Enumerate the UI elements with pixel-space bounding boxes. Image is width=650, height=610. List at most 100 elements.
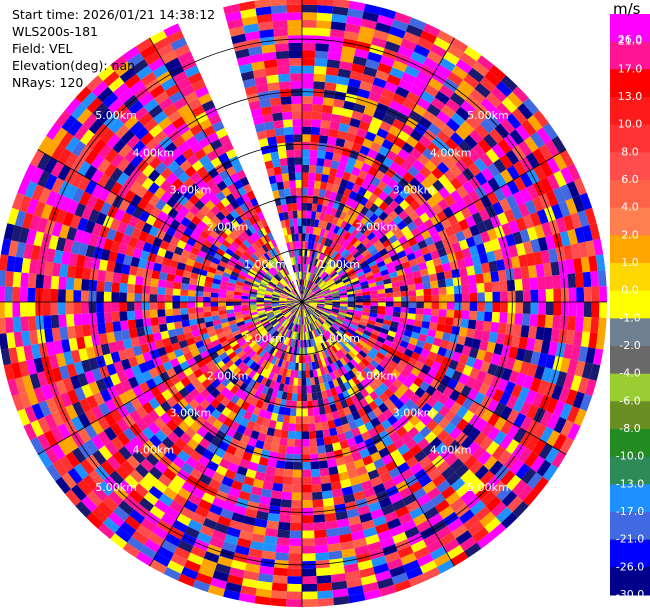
velocity-cell — [334, 209, 343, 219]
velocity-cell — [503, 257, 513, 270]
velocity-cell — [211, 529, 227, 542]
velocity-cell — [310, 273, 315, 282]
velocity-cell — [225, 347, 235, 356]
velocity-cell — [167, 329, 177, 338]
velocity-cell — [271, 303, 280, 306]
velocity-cell — [224, 534, 239, 546]
velocity-cell — [359, 336, 368, 344]
velocity-cell — [381, 369, 391, 379]
velocity-cell — [144, 538, 161, 553]
velocity-cell — [293, 316, 298, 324]
velocity-cell — [283, 468, 294, 478]
velocity-cell — [340, 399, 349, 409]
velocity-cell — [278, 406, 286, 415]
velocity-cell — [302, 538, 315, 547]
velocity-cell — [406, 318, 415, 326]
velocity-cell — [447, 71, 464, 87]
velocity-cell — [86, 512, 103, 529]
velocity-cell — [317, 590, 334, 599]
velocity-cell — [315, 277, 322, 285]
velocity-cell — [370, 294, 379, 299]
velocity-cell — [415, 398, 427, 410]
velocity-cell — [483, 133, 498, 149]
velocity-cell — [271, 364, 278, 374]
velocity-cell — [383, 278, 392, 285]
velocity-cell — [240, 329, 250, 337]
velocity-cell — [190, 348, 201, 358]
velocity-cell — [296, 393, 302, 402]
velocity-cell — [353, 193, 363, 203]
velocity-cell — [339, 297, 348, 300]
velocity-cell — [239, 458, 251, 469]
velocity-cell — [85, 346, 96, 360]
velocity-cell — [373, 355, 383, 365]
velocity-cell — [592, 238, 604, 256]
velocity-cell — [287, 384, 294, 393]
velocity-cell — [365, 98, 379, 110]
velocity-cell — [342, 355, 350, 364]
velocity-cell — [228, 351, 237, 360]
velocity-cell — [423, 288, 432, 296]
velocity-cell — [568, 287, 577, 302]
velocity-cell — [506, 474, 522, 491]
velocity-cell — [333, 361, 341, 370]
velocity-cell — [304, 309, 308, 317]
velocity-cell — [565, 198, 578, 215]
velocity-cell — [98, 445, 113, 461]
velocity-cell — [481, 262, 491, 274]
velocity-cell — [149, 309, 158, 318]
velocity-cell — [522, 290, 531, 302]
velocity-cell — [291, 323, 295, 331]
velocity-cell — [349, 323, 358, 330]
velocity-cell — [104, 321, 114, 333]
velocity-cell — [485, 92, 502, 108]
velocity-cell — [321, 205, 328, 214]
velocity-cell — [393, 154, 406, 167]
velocity-cell — [418, 135, 432, 148]
velocity-cell — [450, 458, 464, 472]
velocity-cell — [504, 209, 516, 223]
velocity-cell — [340, 365, 348, 375]
velocity-cell — [193, 335, 203, 343]
velocity-cell — [375, 280, 384, 287]
velocity-cell — [229, 340, 239, 348]
velocity-cell — [347, 296, 356, 300]
velocity-cell — [288, 305, 296, 309]
velocity-cell — [279, 326, 286, 334]
velocity-cell — [429, 436, 443, 450]
velocity-cell — [240, 585, 257, 596]
velocity-cell — [430, 308, 440, 317]
velocity-cell — [304, 316, 307, 325]
velocity-cell — [220, 317, 229, 324]
velocity-cell — [394, 350, 404, 360]
velocity-cell — [311, 283, 317, 291]
velocity-cell — [281, 491, 292, 500]
velocity-cell — [319, 281, 326, 288]
velocity-cell — [576, 287, 585, 302]
velocity-cell — [309, 226, 314, 235]
velocity-cell — [387, 414, 398, 426]
velocity-cell — [415, 255, 426, 265]
velocity-cell — [316, 293, 324, 298]
velocity-cell — [206, 360, 216, 370]
velocity-cell — [505, 323, 515, 336]
velocity-cell — [307, 315, 312, 324]
velocity-cell — [495, 506, 513, 523]
velocity-cell — [487, 426, 501, 441]
velocity-cell — [256, 510, 269, 521]
velocity-cell — [357, 323, 367, 330]
velocity-cell — [353, 286, 362, 291]
velocity-cell — [350, 347, 359, 356]
velocity-cell — [317, 597, 334, 607]
velocity-cell — [347, 387, 356, 398]
velocity-cell — [308, 362, 313, 371]
velocity-cell — [388, 404, 399, 415]
velocity-cell — [327, 396, 335, 406]
velocity-cell — [379, 120, 392, 133]
velocity-cell — [351, 209, 361, 219]
velocity-cell — [389, 524, 405, 537]
velocity-cell — [335, 456, 346, 467]
velocity-cell — [188, 343, 198, 352]
velocity-cell — [186, 357, 197, 367]
velocity-cell — [136, 327, 146, 337]
